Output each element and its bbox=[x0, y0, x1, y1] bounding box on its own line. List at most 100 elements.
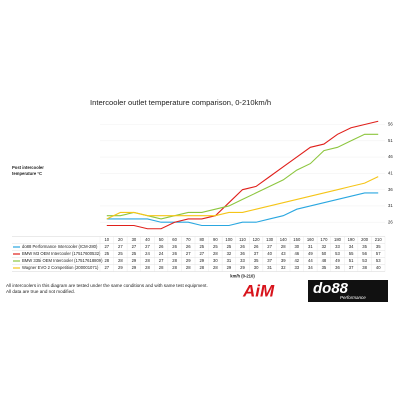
y-tick-label: 51 bbox=[388, 138, 393, 143]
table-cell: 31 bbox=[227, 258, 232, 263]
table-cell: 28 bbox=[104, 258, 109, 263]
x-axis-label: km/h (0-210) bbox=[230, 274, 255, 279]
table-cell: 27 bbox=[104, 265, 109, 270]
table-cell: 28 bbox=[118, 258, 123, 263]
footnote: All data are true and not modified. bbox=[6, 289, 75, 294]
x-tick-label: 120 bbox=[253, 237, 261, 242]
table-cell: 50 bbox=[322, 251, 327, 256]
y-tick-label: 56 bbox=[388, 122, 393, 127]
table-cell: 30 bbox=[254, 265, 259, 270]
x-tick-label: 10 bbox=[104, 237, 109, 242]
table-cell: 31 bbox=[267, 265, 272, 270]
table-cell: 31 bbox=[308, 244, 313, 249]
table-cell: 28 bbox=[145, 265, 150, 270]
table-cell: 29 bbox=[132, 258, 137, 263]
table-cell: 25 bbox=[118, 251, 123, 256]
table-cell: 27 bbox=[145, 244, 150, 249]
table-cell: 36 bbox=[240, 251, 245, 256]
series-line bbox=[106, 192, 379, 227]
table-cell: 27 bbox=[132, 244, 137, 249]
table-cell: 57 bbox=[376, 251, 381, 256]
table-cell: 53 bbox=[376, 258, 381, 263]
do88-logo-bg bbox=[308, 280, 388, 302]
legend-label: Wagner EVO 2 Competition (200001071) bbox=[22, 265, 99, 270]
table-cell: 53 bbox=[362, 258, 367, 263]
x-tick-label: 90 bbox=[213, 237, 218, 242]
table-cell: 26 bbox=[186, 244, 191, 249]
table-cell: 46 bbox=[294, 251, 299, 256]
table-cell: 25 bbox=[132, 251, 137, 256]
table-cell: 53 bbox=[335, 251, 340, 256]
table-cell: 29 bbox=[227, 265, 232, 270]
footnote: All intercoolers in this diagram are tes… bbox=[6, 283, 208, 288]
table-cell: 43 bbox=[281, 251, 286, 256]
table-cell: 32 bbox=[227, 251, 232, 256]
table-cell: 26 bbox=[254, 244, 259, 249]
x-tick-label: 110 bbox=[239, 237, 246, 242]
x-tick-label: 100 bbox=[225, 237, 233, 242]
y-tick-label: 26 bbox=[388, 219, 393, 224]
table-cell: 24 bbox=[145, 251, 150, 256]
x-tick-label: 20 bbox=[118, 237, 123, 242]
table-cell: 36 bbox=[335, 265, 340, 270]
table-cell: 26 bbox=[172, 244, 177, 249]
series-line bbox=[106, 133, 379, 220]
table-cell: 29 bbox=[186, 258, 191, 263]
aim-logo: AiM bbox=[242, 281, 275, 300]
table-cell: 26 bbox=[159, 244, 164, 249]
x-tick-label: 60 bbox=[172, 237, 177, 242]
table-cell: 40 bbox=[267, 251, 272, 256]
table-cell: 24 bbox=[159, 251, 164, 256]
y-tick-label: 46 bbox=[388, 154, 393, 159]
table-cell: 27 bbox=[186, 251, 191, 256]
table-cell: 30 bbox=[294, 244, 299, 249]
table-cell: 25 bbox=[104, 251, 109, 256]
table-cell: 26 bbox=[240, 244, 245, 249]
table-cell: 33 bbox=[240, 258, 245, 263]
table-cell: 28 bbox=[172, 258, 177, 263]
table-cell: 28 bbox=[186, 265, 191, 270]
table-cell: 28 bbox=[172, 265, 177, 270]
table-cell: 32 bbox=[281, 265, 286, 270]
table-cell: 29 bbox=[118, 265, 123, 270]
series-line bbox=[106, 176, 379, 220]
x-tick-label: 80 bbox=[199, 237, 204, 242]
x-tick-label: 150 bbox=[293, 237, 301, 242]
legend-label: BMW M3 OEM Intercooler (17517600532) bbox=[22, 251, 101, 256]
table-cell: 34 bbox=[308, 265, 313, 270]
table-cell: 40 bbox=[376, 265, 381, 270]
y-tick-label: 36 bbox=[388, 187, 393, 192]
table-cell: 56 bbox=[362, 251, 367, 256]
table-cell: 35 bbox=[322, 265, 327, 270]
table-cell: 26 bbox=[172, 251, 177, 256]
table-cell: 42 bbox=[294, 258, 299, 263]
table-cell: 29 bbox=[199, 258, 204, 263]
table-cell: 35 bbox=[254, 258, 259, 263]
table-cell: 37 bbox=[349, 265, 354, 270]
table-cell: 49 bbox=[335, 258, 340, 263]
table-cell: 35 bbox=[376, 244, 381, 249]
table-cell: 25 bbox=[213, 244, 218, 249]
table-cell: 27 bbox=[104, 244, 109, 249]
y-tick-label: 31 bbox=[388, 203, 393, 208]
table-cell: 28 bbox=[213, 265, 218, 270]
table-cell: 28 bbox=[145, 258, 150, 263]
x-tick-label: 180 bbox=[334, 237, 342, 242]
y-axis-label: Post intercooler bbox=[12, 165, 44, 170]
x-tick-label: 130 bbox=[266, 237, 274, 242]
x-tick-label: 40 bbox=[145, 237, 150, 242]
table-cell: 38 bbox=[362, 265, 367, 270]
y-tick-label: 41 bbox=[388, 170, 393, 175]
table-cell: 29 bbox=[132, 265, 137, 270]
x-tick-label: 70 bbox=[186, 237, 191, 242]
do88-logo: do88 bbox=[313, 280, 349, 297]
table-cell: 51 bbox=[349, 258, 354, 263]
table-cell: 25 bbox=[227, 244, 232, 249]
x-tick-label: 200 bbox=[361, 237, 369, 242]
legend-label: do88 Performance Intercooler (ICM-280) bbox=[22, 244, 98, 249]
table-cell: 49 bbox=[308, 251, 313, 256]
table-cell: 37 bbox=[267, 258, 272, 263]
table-cell: 44 bbox=[308, 258, 313, 263]
table-cell: 30 bbox=[213, 258, 218, 263]
